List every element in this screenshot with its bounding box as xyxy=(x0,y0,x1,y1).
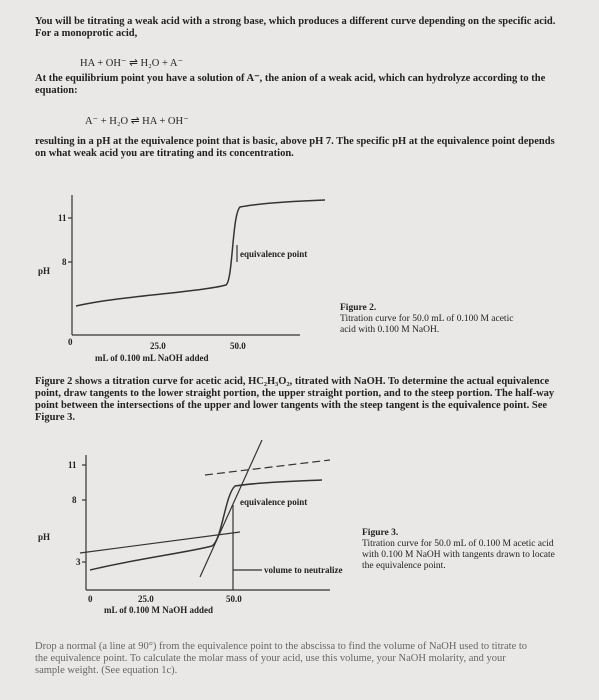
x-label: 0 xyxy=(68,337,73,347)
caption: Figure 3. Titration curve for 50.0 mL of… xyxy=(362,528,562,572)
caption: Figure 2. Titration curve for 50.0 mL of… xyxy=(340,303,520,336)
annotation: volume to neutralize xyxy=(264,565,342,575)
annotation: equivalence point xyxy=(240,497,307,507)
caption-text: Titration curve for 50.0 mL of 0.100 M a… xyxy=(362,539,555,571)
y-label: 8 xyxy=(72,495,77,505)
y-label: 11 xyxy=(68,460,77,470)
x-label: 50.0 xyxy=(230,341,246,351)
tangent xyxy=(204,459,331,476)
caption-text: Titration curve for 50.0 mL of 0.100 M a… xyxy=(340,314,514,335)
x-label: 50.0 xyxy=(226,594,242,604)
curve xyxy=(75,199,326,307)
x-title: mL of 0.100 M NaOH added xyxy=(104,605,213,615)
paragraph: You will be titrating a weak acid with a… xyxy=(35,16,556,39)
y-title: pH xyxy=(38,532,50,542)
x-label: 0 xyxy=(88,594,93,604)
paragraph: Figure 2 shows a titration curve for ace… xyxy=(35,376,555,423)
figure-2-labels: 11 8 pH 0 25.0 50.0 mL of 0.100 mL NaOH … xyxy=(38,213,307,363)
paragraph: Drop a normal (a line at 90°) from the e… xyxy=(35,641,528,676)
paragraph: resulting in a pH at the equivalence poi… xyxy=(35,136,555,159)
y-label: 11 xyxy=(58,213,67,223)
tangent xyxy=(199,439,263,578)
curve xyxy=(89,479,323,571)
caption-title: Figure 3. xyxy=(362,528,399,538)
caption-title: Figure 2. xyxy=(340,303,377,313)
y-title: pH xyxy=(38,266,50,276)
figure-3-labels: 11 8 3 pH 0 25.0 50.0 mL of 0.100 M NaOH… xyxy=(38,460,342,615)
annotation: equivalence point xyxy=(240,249,307,259)
paragraph: At the equilibrium point you have a solu… xyxy=(35,73,546,96)
x-label: 25.0 xyxy=(150,341,166,351)
equation: A⁻ + H₂O ⇌ HA + OH⁻ xyxy=(85,116,189,127)
x-title: mL of 0.100 mL NaOH added xyxy=(95,353,209,363)
figure-3 xyxy=(79,439,331,591)
equation: HA + OH⁻ ⇌ H₂O + A⁻ xyxy=(80,58,184,69)
figure-2 xyxy=(68,195,326,336)
y-label: 8 xyxy=(62,257,67,267)
x-label: 25.0 xyxy=(138,594,154,604)
y-label: 3 xyxy=(76,557,81,567)
tangent xyxy=(79,531,241,554)
